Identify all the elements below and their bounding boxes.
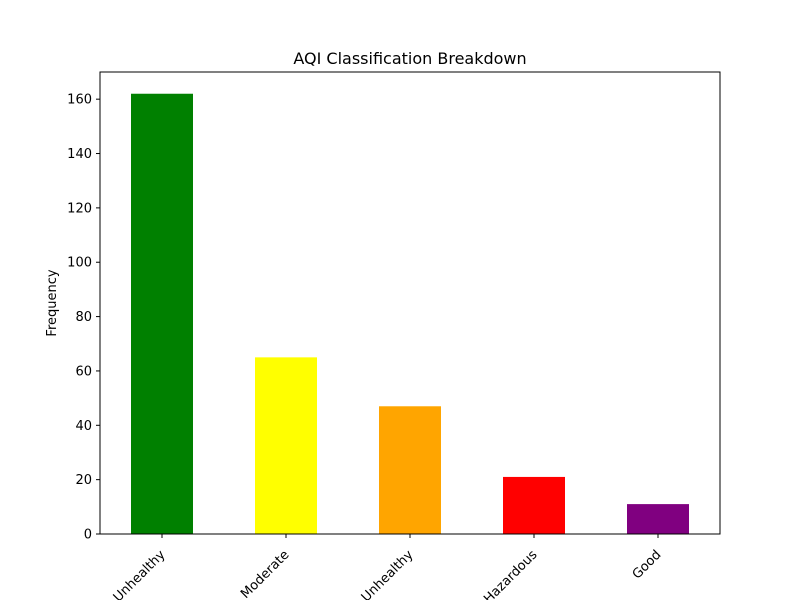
- x-tick-label-2: Unhealthy: [359, 547, 417, 600]
- y-tick-label-0: 0: [84, 528, 92, 543]
- y-axis-label: Frequency: [45, 269, 60, 336]
- bar-0: [131, 93, 193, 534]
- x-tick-label-4: Good: [630, 548, 665, 583]
- bar-2: [379, 406, 441, 534]
- bar-1: [255, 357, 317, 534]
- bars: [131, 93, 689, 534]
- bar-3: [503, 476, 565, 534]
- y-tick-label-1: 20: [75, 473, 92, 488]
- x-tick-label-1: Moderate: [238, 548, 292, 600]
- x-tick-label-0: Unhealthy: [111, 547, 169, 600]
- y-tick-label-3: 60: [75, 364, 92, 379]
- chart-title: AQI Classification Breakdown: [293, 49, 526, 68]
- bar-4: [627, 504, 689, 534]
- y-tick-label-6: 120: [67, 201, 92, 216]
- plot-frame: [99, 71, 721, 535]
- y-tick-label-5: 100: [67, 256, 92, 271]
- y-tick-label-8: 160: [67, 93, 92, 108]
- x-tick-label-3: Hazardous: [481, 547, 540, 600]
- y-tick-label-7: 140: [67, 147, 92, 162]
- y-axis-ticks: 0 20 40 60 80 100 120 140 160: [67, 93, 100, 543]
- x-axis-ticks: Unhealthy Moderate Unhealthy Hazardous Good: [111, 534, 665, 600]
- y-tick-label-2: 40: [75, 419, 92, 434]
- y-tick-label-4: 80: [75, 310, 92, 325]
